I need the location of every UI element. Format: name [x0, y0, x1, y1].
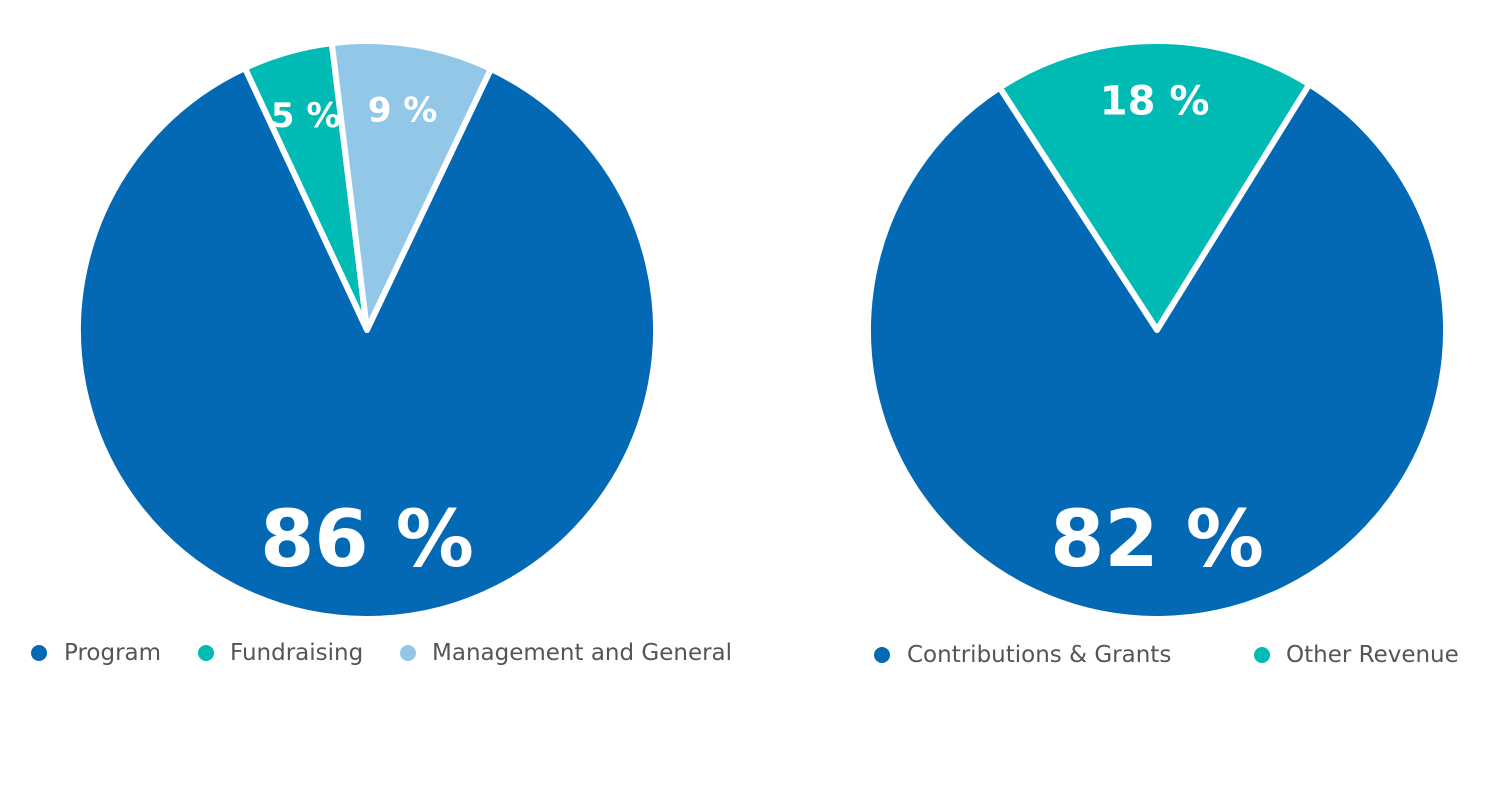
legend-label-fundraising: Fundraising: [230, 640, 363, 666]
legend-label-other-revenue: Other Revenue: [1286, 642, 1459, 668]
pie-slice-other-revenue: [996, 38, 1313, 333]
legend-marker-fundraising: [198, 645, 214, 661]
revenue-pie-chart: 18 % 82 % Contributions & Grants Other Reve…: [865, 38, 1459, 668]
expenses-pie-chart: 5 % 9 % 86 % Program Fundraising Management a…: [31, 38, 732, 666]
legend-marker-management-and-general: [400, 645, 416, 661]
legend-marker-contributions-and-grants: [874, 647, 890, 663]
data-label-management-and-general: 9 %: [368, 90, 438, 130]
data-label-program: 86 %: [260, 495, 474, 585]
pie-slice-management-and-general: [328, 38, 494, 333]
data-label-fundraising: 5 %: [271, 96, 341, 136]
legend-marker-program: [31, 645, 47, 661]
data-label-contributions-and-grants: 82 %: [1050, 495, 1264, 585]
pie-slice-program: [75, 65, 659, 622]
legend-label-program: Program: [64, 640, 161, 666]
legend-label-management-and-general: Management and General: [432, 640, 732, 666]
data-label-other-revenue: 18 %: [1100, 79, 1210, 125]
pie-slice-contributions-and-grants: [865, 81, 1449, 622]
legend-label-contributions-and-grants: Contributions & Grants: [907, 642, 1171, 668]
legend-marker-other-revenue: [1254, 647, 1270, 663]
